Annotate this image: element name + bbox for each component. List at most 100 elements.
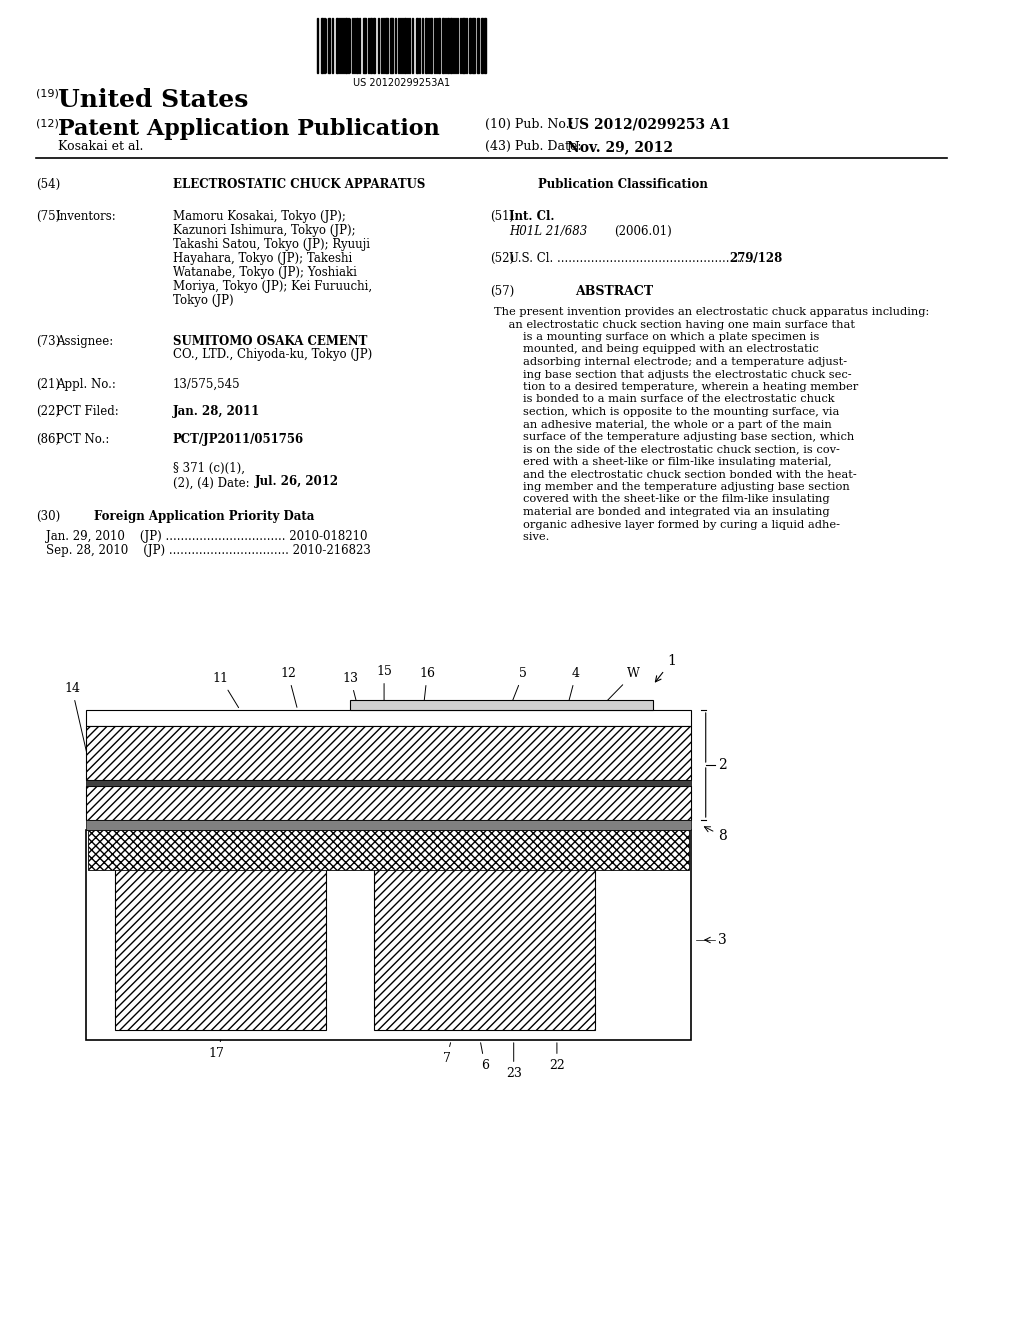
- Text: Foreign Application Priority Data: Foreign Application Priority Data: [94, 510, 314, 523]
- Bar: [447, 18, 450, 73]
- Text: Kazunori Ishimura, Tokyo (JP);: Kazunori Ishimura, Tokyo (JP);: [173, 224, 355, 238]
- Text: PCT/JP2011/051756: PCT/JP2011/051756: [173, 433, 304, 446]
- Text: adsorbing internal electrode; and a temperature adjust-: adsorbing internal electrode; and a temp…: [495, 356, 848, 367]
- Bar: [362, 18, 366, 73]
- Text: 23: 23: [506, 1043, 521, 1080]
- Text: (75): (75): [37, 210, 60, 223]
- Bar: [86, 820, 691, 830]
- Text: PCT No.:: PCT No.:: [55, 433, 110, 446]
- Text: 13: 13: [342, 672, 359, 713]
- Bar: [350, 700, 653, 710]
- Text: is a mounting surface on which a plate specimen is: is a mounting surface on which a plate s…: [495, 333, 820, 342]
- Text: 5: 5: [510, 667, 527, 708]
- Text: 4: 4: [567, 667, 581, 708]
- Text: organic adhesive layer formed by curing a liquid adhe-: organic adhesive layer formed by curing …: [495, 520, 841, 529]
- Text: U.S. Cl. .....................................................: U.S. Cl. ...............................…: [509, 252, 756, 265]
- Text: Int. Cl.: Int. Cl.: [509, 210, 554, 223]
- Text: Nov. 29, 2012: Nov. 29, 2012: [566, 140, 673, 154]
- Text: (30): (30): [37, 510, 60, 523]
- Bar: [481, 18, 483, 73]
- Bar: [390, 18, 393, 73]
- Text: (22): (22): [37, 405, 60, 418]
- Text: is on the side of the electrostatic chuck section, is cov-: is on the side of the electrostatic chuc…: [495, 445, 841, 454]
- Text: SUMITOMO OSAKA CEMENT: SUMITOMO OSAKA CEMENT: [173, 335, 368, 348]
- Text: (19): (19): [37, 88, 59, 98]
- Text: Watanabe, Tokyo (JP); Yoshiaki: Watanabe, Tokyo (JP); Yoshiaki: [173, 267, 356, 279]
- Text: (51): (51): [489, 210, 514, 223]
- Text: (54): (54): [37, 178, 60, 191]
- Text: Inventors:: Inventors:: [55, 210, 117, 223]
- Text: Patent Application Publication: Patent Application Publication: [57, 117, 439, 140]
- Text: Hayahara, Tokyo (JP); Takeshi: Hayahara, Tokyo (JP); Takeshi: [173, 252, 352, 265]
- Text: is bonded to a main surface of the electrostatic chuck: is bonded to a main surface of the elect…: [495, 395, 835, 404]
- Bar: [438, 18, 439, 73]
- Text: (57): (57): [489, 285, 514, 298]
- Text: surface of the temperature adjusting base section, which: surface of the temperature adjusting bas…: [495, 432, 855, 442]
- Bar: [484, 18, 485, 73]
- Bar: [370, 18, 372, 73]
- Text: Publication Classification: Publication Classification: [538, 178, 708, 191]
- Bar: [336, 18, 338, 73]
- Bar: [86, 780, 691, 785]
- Text: ered with a sheet-like or film-like insulating material,: ered with a sheet-like or film-like insu…: [495, 457, 833, 467]
- Text: ABSTRACT: ABSTRACT: [575, 285, 653, 298]
- Text: (52): (52): [489, 252, 514, 265]
- Text: CO., LTD., Chiyoda-ku, Tokyo (JP): CO., LTD., Chiyoda-ku, Tokyo (JP): [173, 348, 372, 360]
- Text: 13/575,545: 13/575,545: [173, 378, 241, 391]
- Text: 17: 17: [208, 1040, 224, 1060]
- Text: (2006.01): (2006.01): [614, 224, 673, 238]
- Text: mounted, and being equipped with an electrostatic: mounted, and being equipped with an elec…: [495, 345, 819, 355]
- Bar: [86, 710, 691, 726]
- Text: material are bonded and integrated via an insulating: material are bonded and integrated via a…: [495, 507, 830, 517]
- Text: (86): (86): [37, 433, 60, 446]
- Bar: [430, 18, 432, 73]
- Bar: [88, 830, 689, 870]
- Text: and the electrostatic chuck section bonded with the heat-: and the electrostatic chuck section bond…: [495, 470, 857, 479]
- Text: 1: 1: [655, 653, 676, 682]
- Bar: [404, 18, 407, 73]
- Bar: [86, 726, 691, 780]
- Bar: [477, 18, 479, 73]
- Text: ing base section that adjusts the electrostatic chuck sec-: ing base section that adjusts the electr…: [495, 370, 852, 380]
- Text: Jan. 28, 2011: Jan. 28, 2011: [173, 405, 260, 418]
- Text: 2: 2: [718, 758, 727, 772]
- Bar: [425, 18, 427, 73]
- Bar: [375, 830, 595, 1030]
- Text: tion to a desired temperature, wherein a heating member: tion to a desired temperature, wherein a…: [495, 381, 859, 392]
- Text: covered with the sheet-like or the film-like insulating: covered with the sheet-like or the film-…: [495, 495, 830, 504]
- Text: 12: 12: [281, 667, 297, 708]
- Text: an electrostatic chuck section having one main surface that: an electrostatic chuck section having on…: [495, 319, 855, 330]
- Text: Jan. 29, 2010    (JP) ................................ 2010-018210: Jan. 29, 2010 (JP) .....................…: [46, 531, 368, 543]
- Bar: [462, 18, 465, 73]
- Text: section, which is opposite to the mounting surface, via: section, which is opposite to the mounti…: [495, 407, 840, 417]
- Bar: [441, 18, 443, 73]
- Text: W: W: [607, 667, 640, 701]
- Text: Jul. 26, 2012: Jul. 26, 2012: [254, 475, 339, 488]
- Text: 8: 8: [705, 826, 727, 843]
- Text: (21): (21): [37, 378, 60, 391]
- Text: (43) Pub. Date:: (43) Pub. Date:: [485, 140, 582, 153]
- Bar: [451, 18, 453, 73]
- Text: sive.: sive.: [495, 532, 550, 543]
- Text: 279/128: 279/128: [730, 252, 783, 265]
- Text: The present invention provides an electrostatic chuck apparatus including:: The present invention provides an electr…: [495, 308, 930, 317]
- Bar: [116, 830, 327, 1030]
- Text: 15: 15: [376, 665, 392, 713]
- Bar: [422, 18, 424, 73]
- Text: Mamoru Kosakai, Tokyo (JP);: Mamoru Kosakai, Tokyo (JP);: [173, 210, 346, 223]
- Text: Moriya, Tokyo (JP); Kei Furuuchi,: Moriya, Tokyo (JP); Kei Furuuchi,: [173, 280, 372, 293]
- Text: 7: 7: [442, 1043, 451, 1065]
- Text: ELECTROSTATIC CHUCK APPARATUS: ELECTROSTATIC CHUCK APPARATUS: [173, 178, 425, 191]
- Text: 22: 22: [549, 1043, 565, 1072]
- Text: PCT Filed:: PCT Filed:: [55, 405, 119, 418]
- Text: 11: 11: [213, 672, 239, 708]
- Bar: [345, 18, 347, 73]
- Bar: [416, 18, 418, 73]
- Text: 6: 6: [480, 1043, 488, 1072]
- Text: H01L 21/683: H01L 21/683: [509, 224, 587, 238]
- Bar: [385, 18, 388, 73]
- Text: Assignee:: Assignee:: [55, 335, 113, 348]
- Bar: [472, 18, 475, 73]
- Text: (73): (73): [37, 335, 60, 348]
- Text: 3: 3: [718, 933, 727, 946]
